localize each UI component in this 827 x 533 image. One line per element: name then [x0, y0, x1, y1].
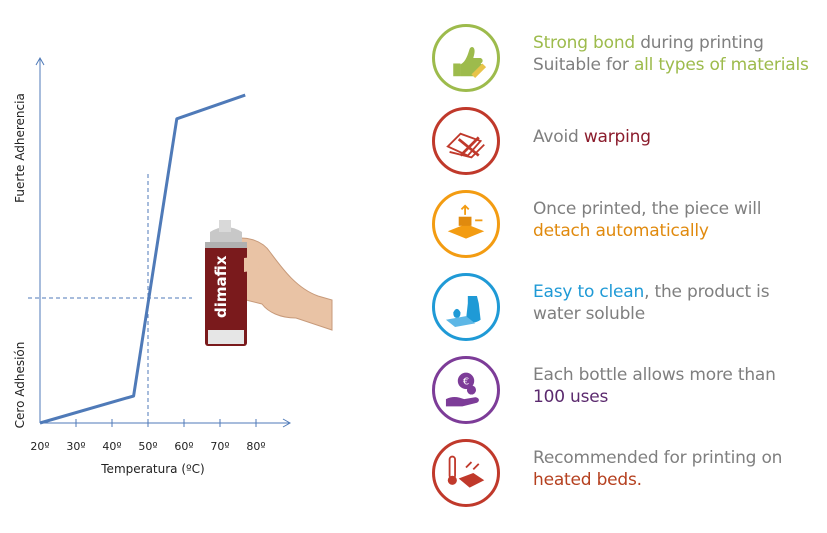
feature-text-segment: all types of materials	[633, 55, 809, 75]
feature-text-segment: during printing	[635, 33, 764, 53]
feature-text-segment: Each bottle allows more than	[533, 365, 776, 385]
feature-text-segment: Once printed, the piece will	[533, 199, 762, 219]
no-warping-icon	[432, 107, 500, 175]
feature-item: Once printed, the piece will detach autom…	[432, 190, 827, 264]
x-tick-label: 30º	[66, 440, 85, 453]
feature-item: Avoid warping	[432, 107, 827, 181]
x-tick-label: 40º	[102, 440, 121, 453]
x-axis-arrow	[282, 418, 292, 428]
thumbs-up-bond-icon	[432, 24, 500, 92]
feature-text-line: Recommended for printing on	[533, 447, 827, 469]
feature-text-segment: Strong bond	[533, 33, 635, 53]
x-tick-label: 60º	[174, 440, 193, 453]
x-tick-label: 70º	[210, 440, 229, 453]
feature-text-segment: Recommended for printing on	[533, 448, 783, 468]
euro-hand-icon: €	[432, 356, 500, 424]
feature-text-segment: detach automatically	[533, 221, 709, 241]
series-line	[39, 93, 246, 425]
feature-text-segment: Suitable for	[533, 55, 634, 75]
feature-text: Strong bond during printing Suitable for …	[533, 32, 827, 76]
feature-text-line: Each bottle allows more than	[533, 364, 827, 386]
feature-text: Once printed, the piece will detach autom…	[533, 198, 827, 242]
y-axis-bottom-label: Cero Adhesión	[13, 342, 27, 429]
feature-item: Recommended for printing on heated beds.	[432, 439, 827, 513]
feature-text-line: heated beds.	[533, 469, 827, 491]
feature-text: Easy to clean, the product is water solub…	[533, 281, 827, 325]
feature-text: Avoid warping	[533, 126, 827, 148]
x-axis-label: Temperatura (ºC)	[100, 462, 204, 476]
svg-text:€: €	[463, 377, 469, 388]
y-axis-arrow	[35, 56, 45, 66]
feature-text-line: Suitable for all types of materials	[533, 54, 827, 76]
x-tick-label: 80º	[246, 440, 265, 453]
feature-text-segment: warping	[583, 127, 651, 147]
auto-detach-icon	[432, 190, 500, 258]
feature-item: Easy to clean, the product is water solub…	[432, 273, 827, 347]
series-group	[39, 93, 246, 425]
feature-text-segment: 100 uses	[533, 387, 609, 407]
y-axis-top-label: Fuerte Adherencia	[13, 93, 27, 203]
feature-text-segment: heated beds.	[533, 470, 642, 490]
feature-text-segment: Avoid	[533, 127, 584, 147]
x-tick-label: 20º	[30, 440, 49, 453]
chart-axes	[35, 56, 292, 428]
heated-bed-icon	[432, 439, 500, 507]
spray-can-image: dimafix	[205, 220, 333, 346]
feature-text: Recommended for printing on heated beds.	[533, 447, 827, 491]
reference-lines	[28, 172, 192, 423]
feature-text-segment: , the product is	[644, 282, 770, 302]
x-ticks: 20º 30º 40º 50º 60º 70º 80º	[30, 419, 266, 453]
feature-item: Strong bond during printing Suitable for …	[432, 24, 827, 98]
feature-text-segment: water soluble	[533, 304, 645, 324]
feature-text-line: 100 uses	[533, 386, 827, 408]
feature-text-line: detach automatically	[533, 220, 827, 242]
feature-text-line: Once printed, the piece will	[533, 198, 827, 220]
feature-item: € Each bottle allows more than 100 uses	[432, 356, 827, 430]
feature-text-line: Easy to clean, the product is	[533, 281, 827, 303]
water-clean-icon	[432, 273, 500, 341]
feature-text-segment: Easy to clean	[533, 282, 645, 302]
feature-text: Each bottle allows more than 100 uses	[533, 364, 827, 408]
can-brand: dimafix	[212, 255, 230, 318]
feature-text-line: Avoid warping	[533, 126, 827, 148]
x-tick-label: 50º	[138, 440, 157, 453]
feature-text-line: Strong bond during printing	[533, 32, 827, 54]
adhesion-chart: 20º 30º 40º 50º 60º 70º 80º Temperatura (ºC) F…	[13, 56, 333, 476]
feature-text-line: water soluble	[533, 303, 827, 325]
